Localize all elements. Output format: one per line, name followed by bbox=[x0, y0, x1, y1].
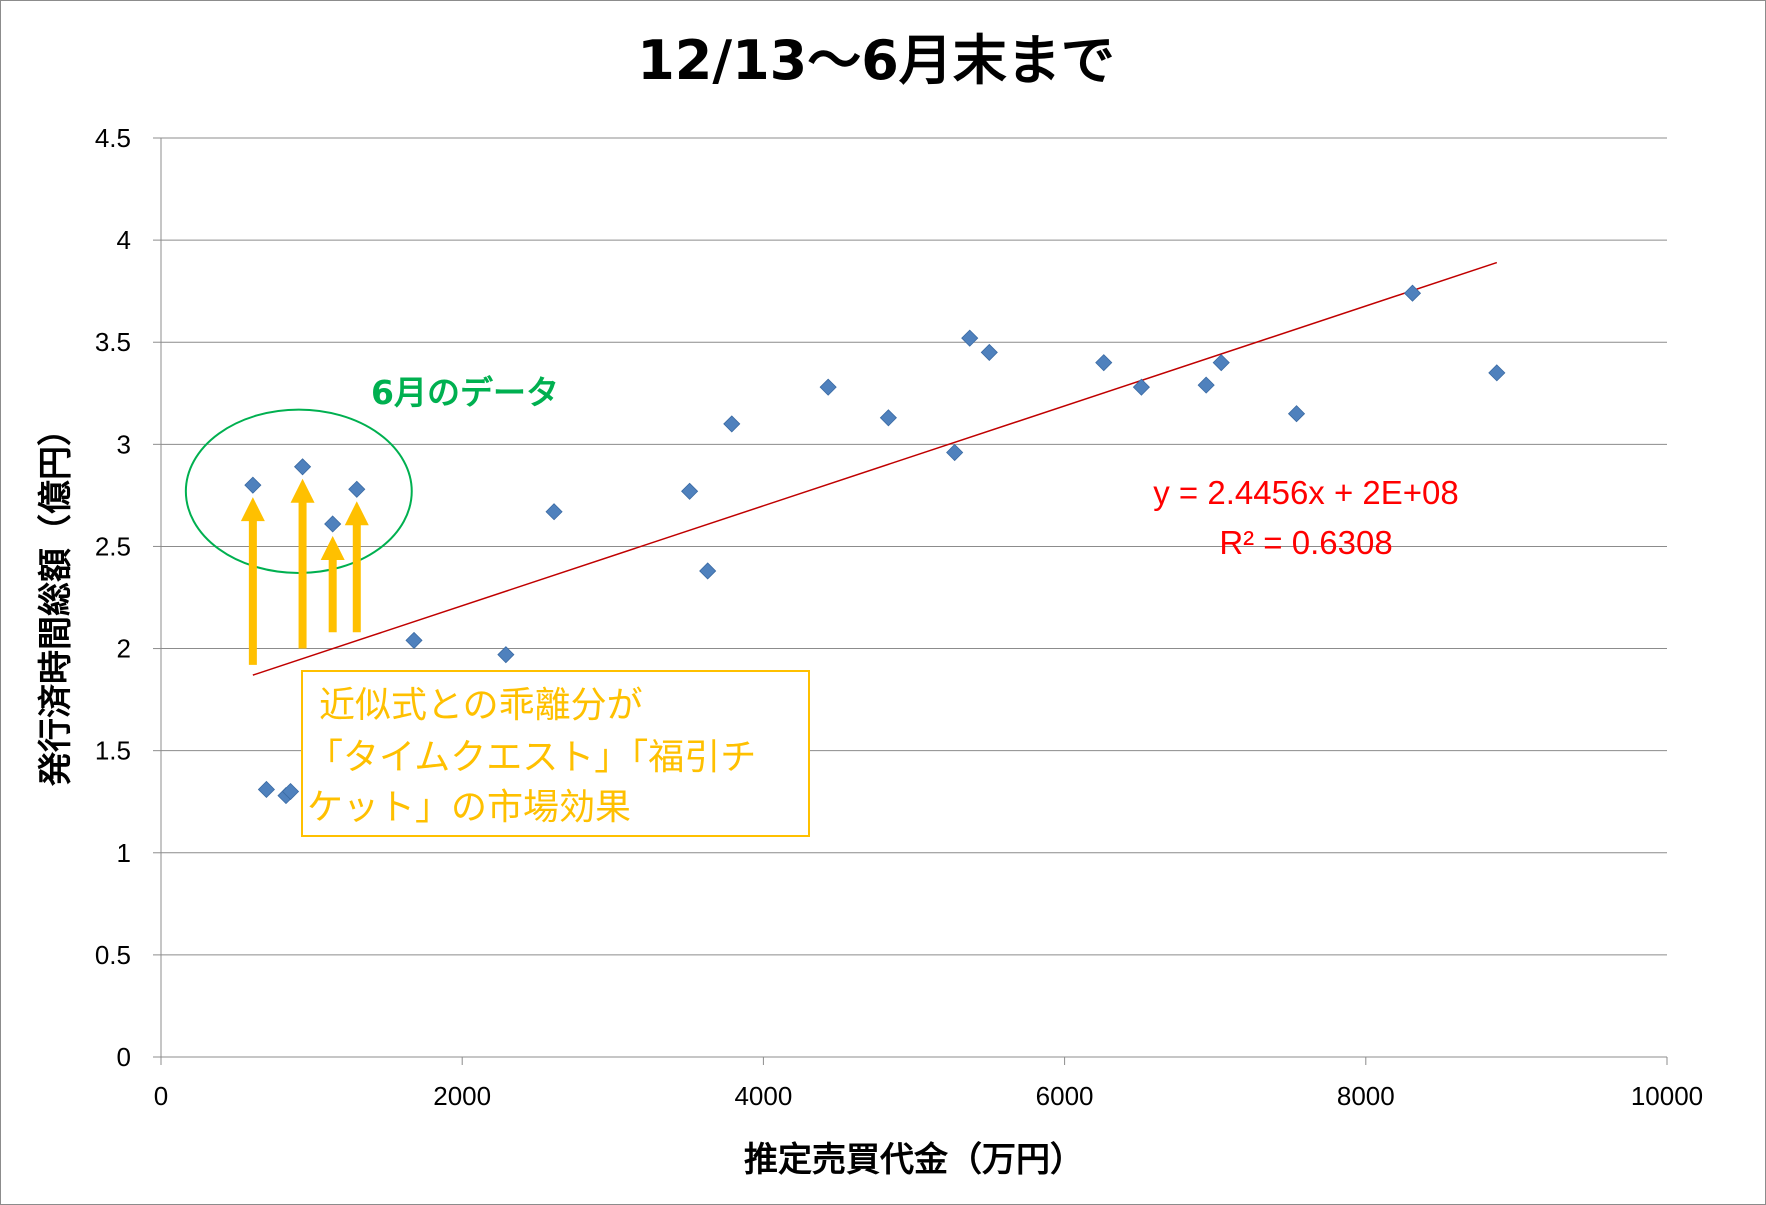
data-point bbox=[1132, 378, 1150, 396]
arrow-head bbox=[344, 501, 369, 526]
data-points bbox=[244, 284, 1506, 805]
y-tick-label: 4 bbox=[117, 225, 131, 255]
data-point bbox=[980, 343, 998, 361]
y-tick-label: 1 bbox=[117, 838, 131, 868]
data-point bbox=[1095, 354, 1113, 372]
trendline-r2: R² = 0.6308 bbox=[1219, 524, 1392, 561]
data-point bbox=[1403, 284, 1422, 302]
x-tick-label: 0 bbox=[154, 1081, 168, 1111]
data-point bbox=[1212, 354, 1230, 372]
y-tick-label: 3.5 bbox=[95, 327, 131, 357]
y-tick-label: 1.5 bbox=[95, 736, 131, 766]
up-arrow bbox=[240, 497, 265, 665]
market-effect-arrows bbox=[240, 478, 369, 665]
arrow-head bbox=[320, 535, 345, 560]
data-point bbox=[1488, 364, 1506, 382]
axes bbox=[153, 137, 1668, 1065]
y-tick-label: 4.5 bbox=[95, 123, 131, 153]
data-point bbox=[699, 562, 717, 580]
chart-title: 12/13～6月末まで bbox=[637, 29, 1115, 92]
data-point bbox=[1287, 405, 1306, 423]
data-point bbox=[946, 443, 964, 462]
data-point bbox=[405, 631, 423, 649]
up-arrow bbox=[344, 501, 369, 633]
x-tick-label: 6000 bbox=[1036, 1081, 1094, 1111]
note-line-3: ケット」の市場効果 bbox=[307, 787, 631, 828]
data-point bbox=[879, 409, 897, 427]
data-point bbox=[545, 503, 563, 521]
data-point bbox=[723, 415, 741, 433]
x-tick-label: 10000 bbox=[1631, 1081, 1703, 1111]
trendline bbox=[252, 261, 1498, 676]
data-point bbox=[819, 378, 837, 396]
data-point bbox=[244, 476, 262, 494]
x-tick-label: 4000 bbox=[734, 1081, 792, 1111]
x-axis-title: 推定売買代金（万円） bbox=[744, 1140, 1084, 1180]
y-tick-label: 0 bbox=[117, 1042, 131, 1072]
y-tick-labels: 0 0.5 1 1.5 2 2.5 3 3.5 4 4.5 bbox=[95, 123, 131, 1072]
data-point bbox=[281, 782, 300, 801]
data-point bbox=[257, 780, 275, 799]
data-point bbox=[1197, 376, 1215, 394]
y-tick-label: 0.5 bbox=[95, 940, 131, 970]
y-tick-label: 2.5 bbox=[95, 531, 131, 561]
x-tick-labels: 0 2000 4000 6000 8000 10000 bbox=[154, 1081, 1703, 1111]
data-point bbox=[348, 480, 366, 498]
arrow-head bbox=[240, 497, 265, 522]
note-line-1: 近似式との乖離分が bbox=[319, 685, 643, 726]
note-line-2: 「タイムクエスト」「福引チ bbox=[307, 737, 756, 778]
note-box-frame bbox=[301, 670, 810, 837]
y-tick-label: 2 bbox=[117, 634, 131, 664]
note-box: 近似式との乖離分が 「タイムクエスト」「福引チ ケット」の市場効果 bbox=[301, 670, 810, 837]
up-arrow bbox=[290, 478, 315, 649]
data-point bbox=[961, 329, 979, 347]
data-point bbox=[324, 515, 342, 533]
data-point bbox=[497, 646, 515, 664]
june-data-label: 6月のデータ bbox=[371, 373, 559, 412]
data-point bbox=[681, 482, 699, 500]
x-tick-label: 8000 bbox=[1337, 1081, 1395, 1111]
trendline-layer bbox=[252, 261, 1498, 676]
y-tick-label: 3 bbox=[117, 429, 131, 459]
trendline-equation: y = 2.4456x + 2E+08 bbox=[1153, 474, 1459, 511]
up-arrow bbox=[320, 535, 345, 633]
x-tick-label: 2000 bbox=[433, 1081, 491, 1111]
arrow-head bbox=[290, 478, 315, 503]
y-axis-title: 発行済時間総額（億円） bbox=[36, 412, 76, 786]
data-point bbox=[293, 458, 312, 476]
